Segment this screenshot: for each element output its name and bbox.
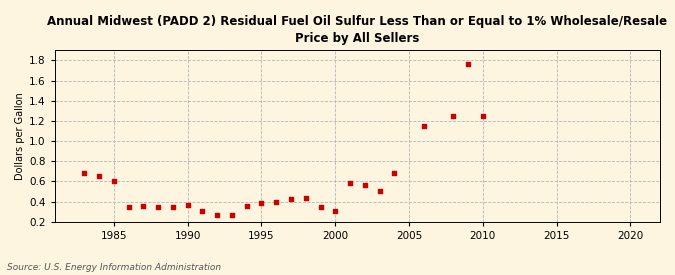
Point [286, 196, 296, 201]
Point [256, 200, 267, 205]
Point [345, 181, 356, 186]
Y-axis label: Dollars per Gallon: Dollars per Gallon [15, 92, 25, 180]
Point [138, 204, 148, 208]
Point [374, 189, 385, 194]
Point [241, 204, 252, 208]
Point [448, 114, 459, 118]
Title: Annual Midwest (PADD 2) Residual Fuel Oil Sulfur Less Than or Equal to 1% Wholes: Annual Midwest (PADD 2) Residual Fuel Oi… [47, 15, 668, 45]
Point [389, 171, 400, 175]
Point [477, 114, 488, 118]
Point [212, 213, 223, 217]
Point [330, 208, 341, 213]
Point [271, 199, 281, 204]
Point [109, 179, 119, 184]
Point [182, 202, 193, 207]
Point [418, 124, 429, 128]
Point [167, 204, 178, 209]
Point [359, 183, 370, 188]
Point [227, 213, 238, 217]
Point [197, 208, 208, 213]
Point [300, 195, 311, 200]
Text: Source: U.S. Energy Information Administration: Source: U.S. Energy Information Administ… [7, 263, 221, 272]
Point [94, 174, 105, 178]
Point [315, 204, 326, 209]
Point [463, 62, 474, 67]
Point [124, 204, 134, 209]
Point [79, 171, 90, 175]
Point [153, 204, 163, 209]
